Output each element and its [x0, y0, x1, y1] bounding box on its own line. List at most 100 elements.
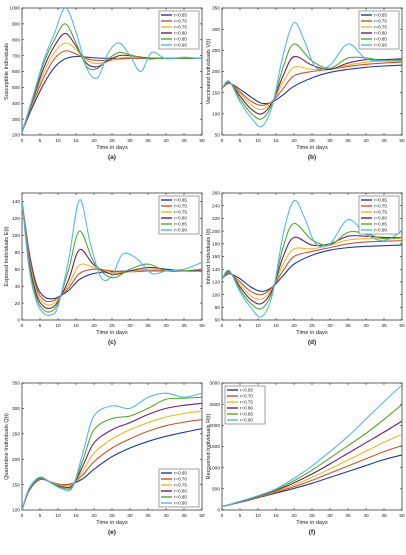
x-tick-label: 15: [73, 323, 79, 329]
x-tick-label: 10: [255, 323, 261, 329]
y-tick-label: 200: [212, 229, 220, 235]
y-tick-label: 180: [212, 242, 220, 248]
y-tick-label: 20: [15, 301, 21, 307]
x-tick-label: 50: [399, 138, 405, 144]
series-line-r=0.70: [22, 201, 202, 303]
y-tick-label: 60: [15, 267, 21, 273]
x-tick-label: 15: [273, 323, 279, 329]
series-line-r=0.75: [22, 201, 202, 306]
y-tick-label: 240: [212, 203, 220, 209]
y-tick-label: 1500: [209, 444, 220, 450]
y-tick-label: 80: [215, 305, 221, 311]
x-tick-label: 10: [255, 138, 261, 144]
series-line-r=0.90: [22, 392, 202, 510]
x-tick-label: 0: [221, 513, 224, 519]
y-tick-label: 3000: [209, 381, 220, 387]
x-tick-label: 15: [73, 513, 79, 519]
x-axis-label: Time in days: [296, 330, 328, 336]
y-tick-label: 60: [215, 318, 221, 324]
y-axis-label: Quarantine Individuals Q(t): [4, 413, 10, 480]
legend-label: r=0.80: [174, 489, 187, 494]
x-tick-label: 30: [127, 138, 133, 144]
series-group: [222, 22, 402, 128]
x-tick-label: 25: [309, 513, 315, 519]
y-tick-label: 350: [12, 381, 20, 387]
y-axis-label: Vaccinated Individuals V(t): [206, 38, 212, 104]
legend-label: r=0.70: [174, 477, 187, 482]
x-tick-label: 15: [273, 513, 279, 519]
legend-label: r=0.70: [174, 204, 187, 209]
x-tick-label: 40: [363, 138, 369, 144]
panel-caption: (b): [308, 154, 316, 161]
series-group: [222, 384, 402, 508]
x-tick-label: 20: [91, 513, 97, 519]
y-tick-label: 200: [212, 69, 220, 75]
x-tick-label: 0: [221, 323, 224, 329]
y-axis-label: Recovered Individuals R(t): [206, 413, 212, 479]
x-tick-label: 0: [21, 513, 24, 519]
x-tick-label: 25: [109, 513, 115, 519]
x-tick-label: 15: [73, 138, 79, 144]
x-tick-label: 35: [345, 138, 351, 144]
y-tick-label: 140: [12, 199, 20, 205]
series-line-r=0.80: [222, 235, 402, 305]
y-tick-label: 900: [12, 22, 20, 28]
x-tick-label: 25: [309, 138, 315, 144]
x-tick-label: 20: [291, 138, 297, 144]
x-tick-label: 40: [163, 513, 169, 519]
y-tick-label: 160: [212, 254, 220, 260]
legend-label: r=0.85: [240, 412, 253, 417]
series-line-r=0.85: [22, 201, 202, 313]
y-axis-label: Infected Individuals I(t): [206, 228, 212, 284]
y-axis-label: Susceptible Individuals: [4, 43, 10, 100]
legend-label: r=0.85: [174, 37, 187, 42]
y-tick-label: 500: [212, 487, 220, 493]
legend-label: r=0.75: [374, 25, 387, 30]
y-tick-label: 260: [212, 191, 220, 197]
x-tick-label: 20: [291, 513, 297, 519]
legend-label: r=0.75: [174, 483, 187, 488]
legend: r=0.65r=0.70r=0.75r=0.80r=0.85r=0.90: [158, 468, 200, 508]
x-tick-label: 15: [273, 138, 279, 144]
chart-panel-2: 0 5 10 15 20 25 30 35 40 45 50 50 100 150 200 250 300 350…: [206, 6, 405, 161]
series-line-r=0.90: [222, 384, 402, 508]
legend-box: [158, 468, 200, 508]
panel-caption: (d): [308, 339, 316, 346]
series-line-r=0.90: [22, 199, 202, 317]
x-tick-label: 40: [363, 323, 369, 329]
y-tick-label: 100: [212, 112, 220, 118]
legend-label: r=0.90: [174, 228, 187, 233]
legend-box: [358, 195, 400, 235]
legend-label: r=0.65: [374, 13, 387, 18]
x-tick-label: 30: [127, 323, 133, 329]
x-axis-label: Time in days: [96, 330, 128, 336]
panel-caption: (c): [108, 339, 116, 346]
series-line-r=0.90: [222, 22, 402, 128]
legend-label: r=0.65: [174, 198, 187, 203]
series-line-r=0.65: [222, 64, 402, 105]
y-tick-label: 150: [12, 482, 20, 488]
legend-label: r=0.85: [174, 222, 187, 227]
y-tick-label: 500: [12, 85, 20, 91]
legend-label: r=0.90: [374, 43, 387, 48]
x-tick-label: 5: [39, 513, 42, 519]
x-tick-label: 45: [381, 513, 387, 519]
legend-label: r=0.65: [174, 13, 187, 18]
x-axis-label: Time in days: [296, 520, 328, 526]
x-tick-label: 50: [399, 513, 405, 519]
y-tick-label: 0: [217, 508, 220, 514]
legend: r=0.65r=0.70r=0.75r=0.80r=0.85r=0.90: [158, 10, 200, 50]
x-tick-label: 45: [181, 323, 187, 329]
y-tick-label: 200: [12, 457, 20, 463]
x-tick-label: 10: [55, 323, 61, 329]
legend-label: r=0.70: [174, 19, 187, 24]
x-tick-label: 50: [199, 513, 205, 519]
legend-label: r=0.80: [174, 31, 187, 36]
chart-panel-3: 0 5 10 15 20 25 30 35 40 45 50 0 20 40 60 80 100 120 140 Ti…: [4, 192, 205, 346]
y-tick-label: 250: [12, 432, 20, 438]
legend-label: r=0.75: [374, 210, 387, 215]
legend-box: [158, 10, 200, 50]
legend: r=0.65r=0.70r=0.75r=0.80r=0.85r=0.90: [358, 10, 400, 50]
